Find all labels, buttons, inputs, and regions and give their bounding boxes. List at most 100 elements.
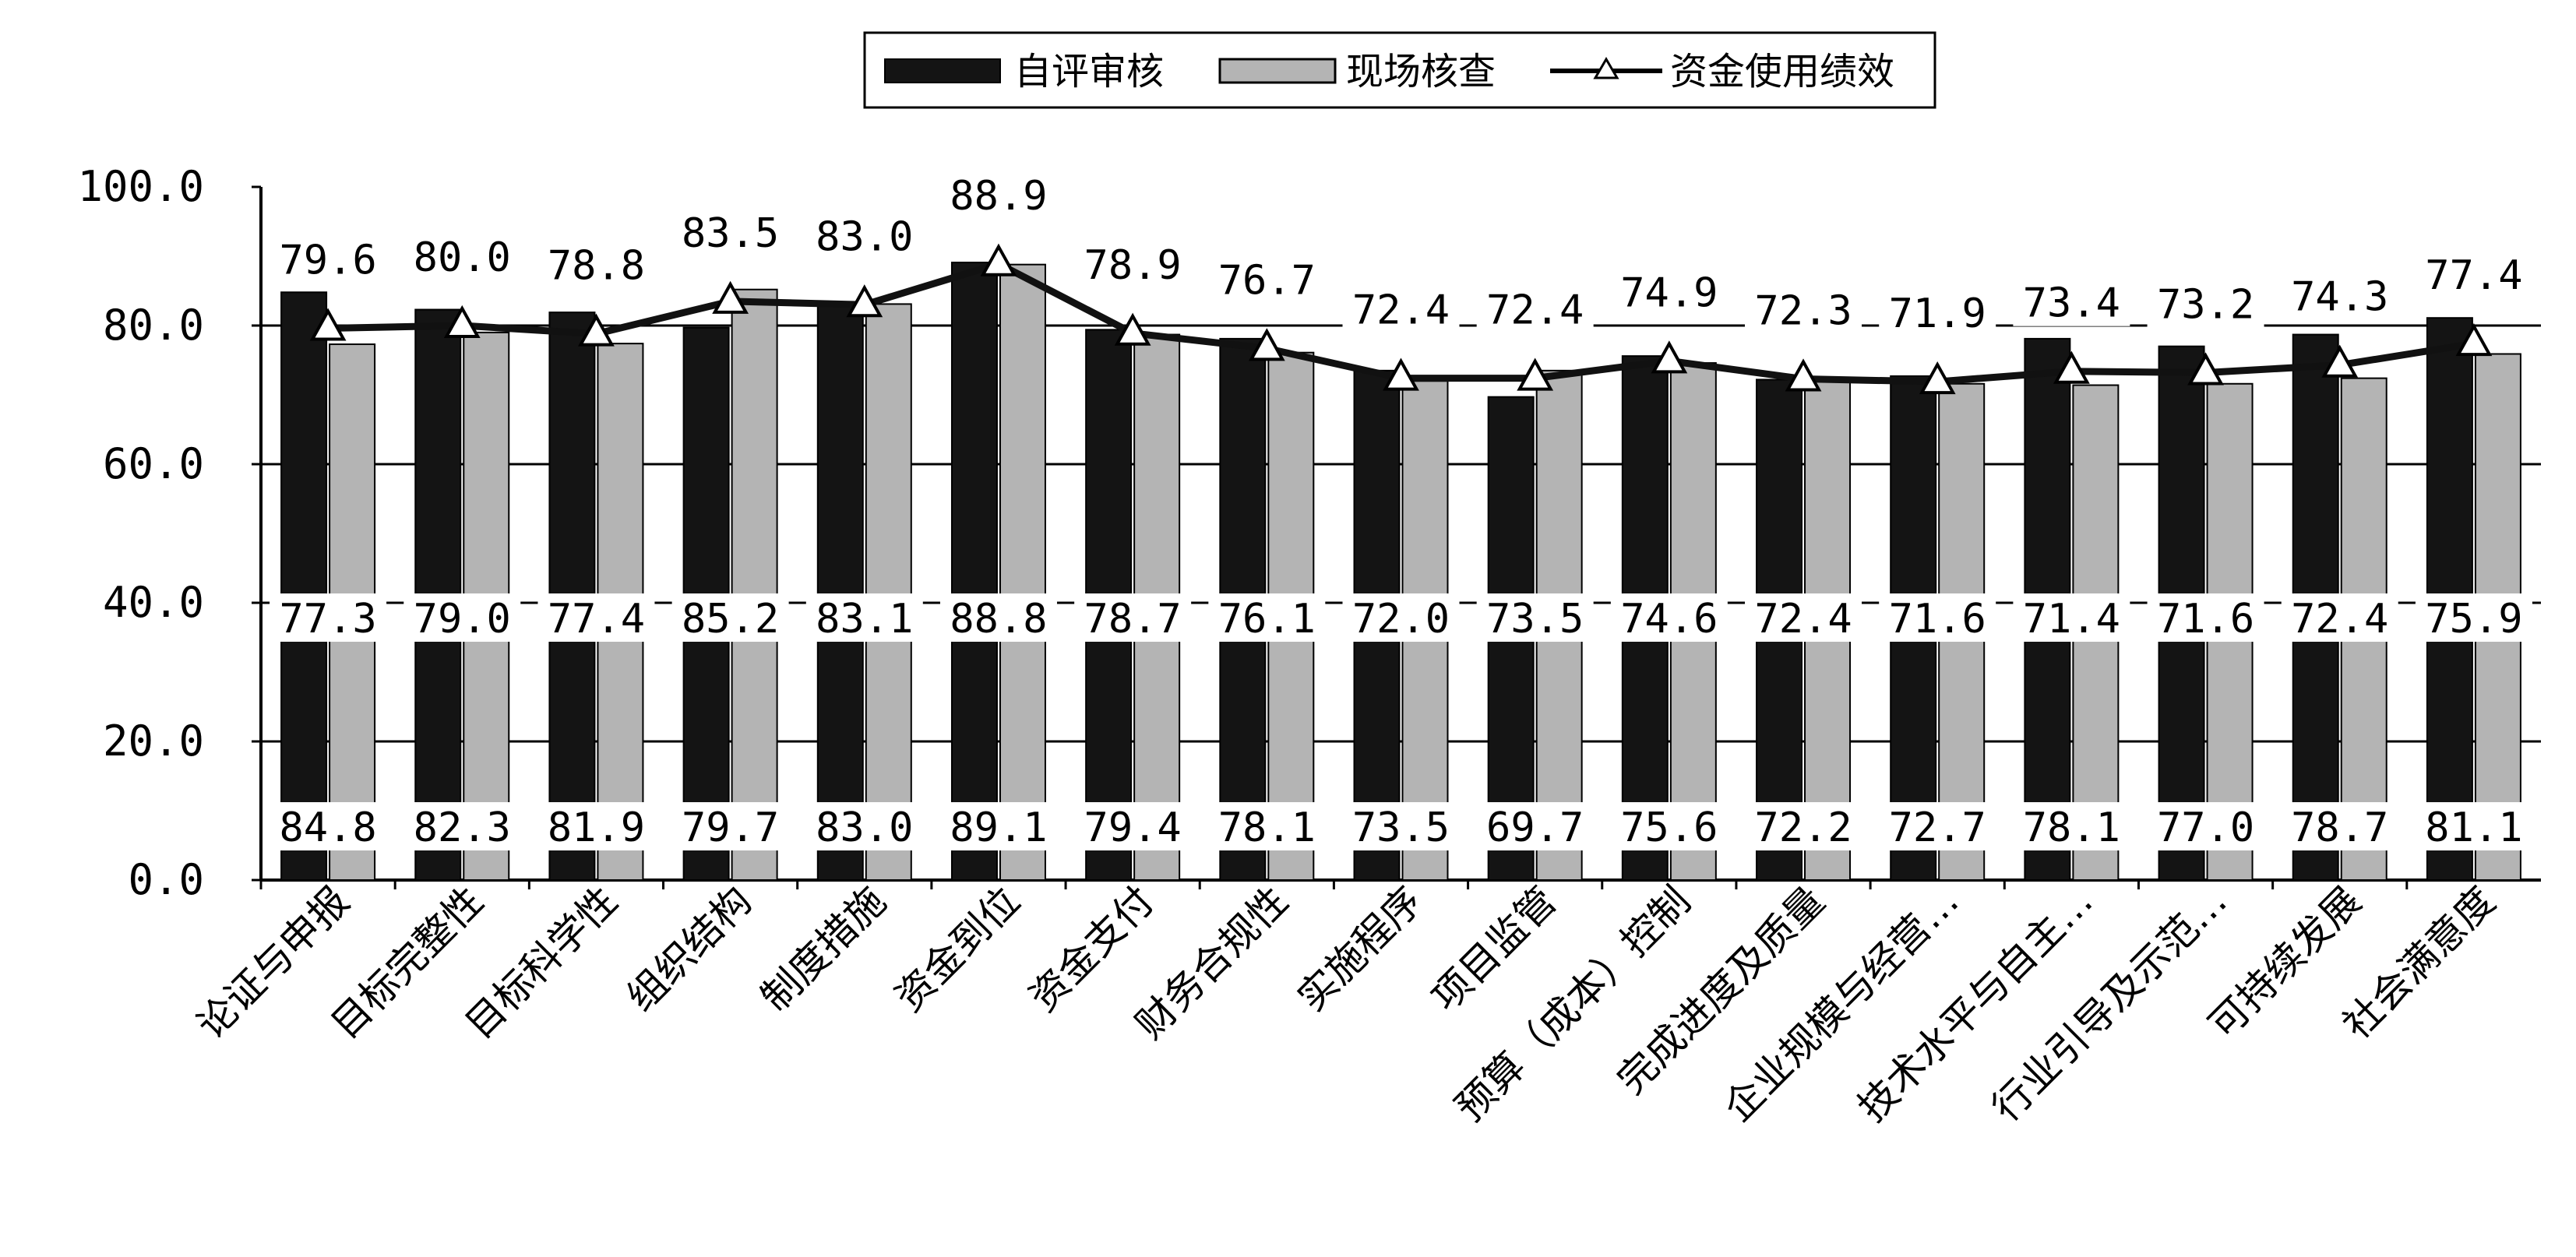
label-self-review: 75.6	[1620, 805, 1718, 851]
label-onsite-check: 79.0	[414, 596, 511, 643]
y-tick-label: 40.0	[103, 578, 204, 627]
label-self-review: 81.1	[2425, 805, 2522, 851]
label-fund-performance: 73.2	[2157, 282, 2254, 329]
label-onsite-check: 74.6	[1620, 596, 1718, 643]
label-self-review: 79.4	[1084, 805, 1182, 851]
marker-fund-performance	[712, 280, 749, 314]
y-tick-label: 0.0	[128, 855, 204, 904]
label-fund-performance: 83.5	[682, 210, 779, 257]
bar-self-review	[816, 304, 864, 881]
label-onsite-check: 71.6	[2157, 596, 2254, 643]
label-fund-performance: 72.3	[1754, 288, 1852, 335]
label-fund-performance: 83.0	[816, 213, 913, 260]
x-tick-label: 实施程序	[1289, 878, 1431, 1019]
marker-fund-performance	[309, 308, 347, 341]
label-self-review-bg	[2013, 802, 2130, 850]
bar-onsite-check	[731, 288, 778, 882]
label-self-review-bg	[270, 802, 387, 850]
x-tick-label: 资金支付	[1020, 878, 1162, 1019]
label-self-review: 83.0	[816, 805, 913, 851]
label-fund-performance-bg	[403, 232, 521, 280]
label-self-review: 69.7	[1486, 805, 1584, 851]
x-tick-label: 制度措施	[752, 878, 894, 1019]
axes: 0.0 20.0 40.0 60.0 80.0 100.0	[77, 162, 2541, 904]
marker-fund-performance	[2455, 323, 2493, 357]
marker-fund-performance	[443, 305, 481, 338]
label-onsite-check: 71.6	[1889, 596, 1986, 643]
label-self-review-bg	[1610, 802, 1728, 850]
label-fund-performance-bg	[1342, 284, 1460, 333]
label-self-review-bg	[1476, 802, 1594, 850]
marker-fund-performance	[2187, 352, 2224, 386]
label-self-review-bg	[2281, 802, 2398, 850]
x-tick-label: 行业引导及示范…	[1983, 878, 2236, 1130]
label-fund-performance-bg	[805, 211, 923, 260]
legend-triangle-marker	[1593, 57, 1619, 79]
label-onsite-check: 72.4	[1754, 596, 1852, 643]
label-self-review-bg	[1745, 802, 1862, 850]
label-fund-performance-bg	[2415, 250, 2532, 299]
marker-fund-performance	[980, 243, 1017, 276]
label-fund-performance: 72.4	[1486, 287, 1584, 334]
label-fund-performance: 78.9	[1084, 242, 1182, 289]
y-tick-label: 80.0	[103, 301, 204, 350]
label-onsite-check: 83.1	[816, 596, 913, 643]
x-tick-label: 企业规模与经营…	[1715, 878, 1968, 1130]
label-fund-performance-bg	[671, 207, 789, 256]
label-onsite-check-bg	[1342, 593, 1460, 642]
label-fund-performance-bg	[2281, 271, 2398, 320]
label-fund-performance-bg	[1208, 255, 1326, 304]
bar-self-review	[950, 262, 998, 881]
label-self-review-bg	[1074, 802, 1192, 850]
label-onsite-check-bg	[2281, 593, 2398, 642]
legend-item-self-review: 自评审核	[884, 50, 1164, 93]
legend: 自评审核 现场核查 资金使用绩效	[863, 31, 1936, 109]
y-tick-label: 100.0	[77, 162, 204, 211]
label-onsite-check: 75.9	[2425, 596, 2522, 643]
label-self-review-bg	[1342, 802, 1460, 850]
label-self-review-bg	[805, 802, 923, 850]
label-self-review: 73.5	[1352, 805, 1450, 851]
legend-label-onsite-check: 现场核查	[1346, 50, 1496, 93]
label-fund-performance-bg	[939, 170, 1057, 219]
legend-item-fund-performance: 资金使用绩效	[1550, 50, 1894, 93]
label-self-review: 82.3	[414, 805, 511, 851]
label-fund-performance: 74.3	[2291, 274, 2388, 321]
label-onsite-check: 72.4	[2291, 596, 2388, 643]
label-onsite-check: 71.4	[2023, 596, 2120, 643]
label-fund-performance-bg	[270, 234, 387, 283]
marker-fund-performance	[578, 313, 615, 347]
label-fund-performance: 80.0	[414, 234, 511, 281]
label-onsite-check: 77.4	[548, 596, 645, 643]
y-tick-label: 60.0	[103, 439, 204, 488]
label-fund-performance-bg	[1745, 285, 1862, 334]
label-self-review-bg	[671, 802, 789, 850]
label-onsite-check: 76.1	[1218, 596, 1316, 643]
label-onsite-check-bg	[805, 593, 923, 642]
legend-label-self-review: 自评审核	[1014, 50, 1164, 93]
label-self-review-bg	[1208, 802, 1326, 850]
label-onsite-check-bg	[1745, 593, 1862, 642]
label-onsite-check: 73.5	[1486, 596, 1584, 643]
label-onsite-check-bg	[1208, 593, 1326, 642]
label-fund-performance: 77.4	[2425, 252, 2522, 299]
label-self-review-bg	[403, 802, 521, 850]
label-self-review: 78.1	[1218, 805, 1316, 851]
label-self-review: 78.1	[2023, 805, 2120, 851]
label-fund-performance: 88.9	[950, 173, 1047, 220]
label-fund-performance: 74.9	[1620, 269, 1718, 316]
label-onsite-check: 77.3	[279, 596, 376, 643]
label-fund-performance: 72.4	[1352, 287, 1450, 334]
label-self-review: 72.2	[1754, 805, 1852, 851]
label-self-review: 78.7	[2291, 805, 2388, 851]
label-fund-performance-bg	[1879, 288, 1996, 337]
label-onsite-check: 88.8	[950, 596, 1047, 643]
x-tick-label: 资金到位	[886, 878, 1028, 1019]
label-fund-performance: 76.7	[1218, 257, 1316, 304]
bar-onsite-check	[865, 303, 912, 882]
label-onsite-check-bg	[403, 593, 521, 642]
label-fund-performance: 78.8	[548, 243, 645, 290]
marker-fund-performance	[1651, 340, 1688, 374]
label-fund-performance-bg	[1610, 267, 1728, 316]
label-onsite-check-bg	[270, 593, 387, 642]
